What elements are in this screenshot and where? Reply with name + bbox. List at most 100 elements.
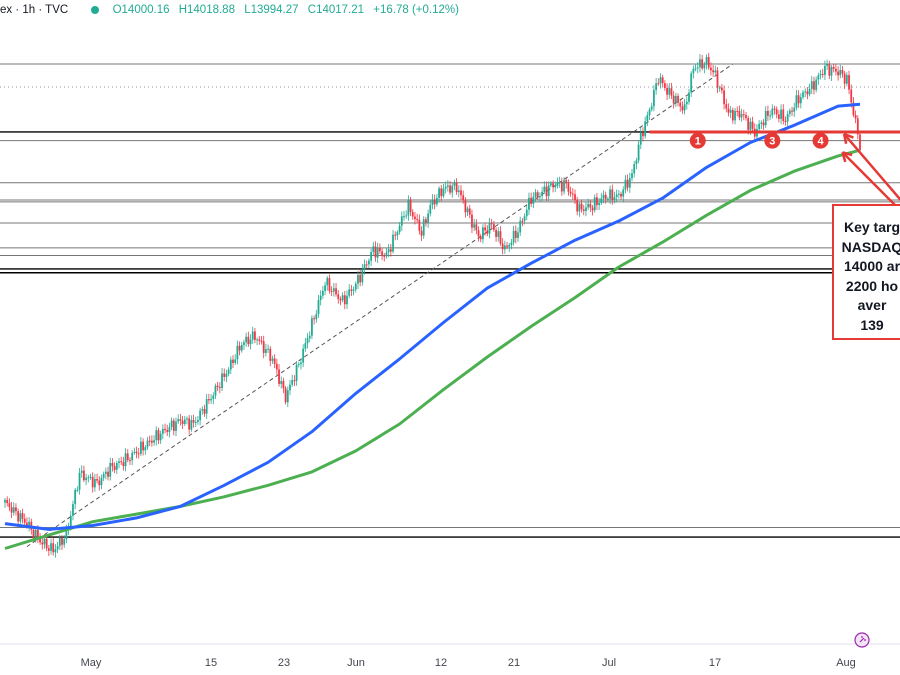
candle-body [370, 252, 373, 261]
candle-body [688, 92, 690, 102]
candle-body [359, 274, 362, 283]
candle-body [714, 70, 717, 73]
candle-body [543, 186, 546, 192]
candle-body [148, 440, 151, 442]
candle-body [514, 230, 517, 239]
candle-body [398, 225, 401, 233]
candle-body [346, 295, 348, 305]
candle-body [368, 260, 370, 265]
candle-body [633, 164, 636, 174]
candle-body [663, 83, 666, 88]
candle-body [512, 230, 515, 243]
callout-arrow [841, 151, 896, 206]
callout-line: Key targ [843, 219, 900, 235]
candle-body [815, 79, 818, 90]
candle-body [729, 110, 732, 113]
candle-body [58, 537, 61, 547]
candle-body [159, 433, 162, 441]
candle-body [15, 507, 17, 512]
candle-body [389, 249, 392, 252]
candle-body [61, 537, 63, 545]
candle-body [685, 101, 688, 105]
candle-body [558, 181, 561, 183]
candle-body [427, 213, 430, 223]
candle-body [343, 295, 346, 305]
candle-body [269, 348, 272, 361]
candle-body [705, 57, 708, 65]
candle-body [271, 358, 274, 361]
candle-body [486, 230, 489, 234]
candle-body [232, 359, 234, 363]
touch-marker: 4 [812, 132, 829, 149]
candle-body [859, 134, 861, 151]
candle-body [83, 470, 85, 481]
market-status-icon [91, 6, 100, 14]
candle-body [6, 499, 9, 504]
candle-body [80, 470, 83, 473]
candle-body [626, 179, 629, 188]
candle-body [837, 71, 839, 76]
candle-body [758, 123, 761, 130]
candle-body [407, 199, 410, 216]
candle-body [433, 199, 436, 205]
candle-body [541, 191, 544, 197]
candle-body [247, 336, 250, 345]
candle-body [317, 300, 320, 314]
trend-line [26, 63, 734, 548]
x-tick-label: May [81, 657, 102, 669]
symbol-label[interactable]: ex · 1h · TVC [0, 4, 69, 16]
candle-body [547, 185, 550, 197]
candle-body [482, 227, 484, 240]
candle-body [703, 64, 706, 69]
candle-body [760, 122, 763, 124]
ohlc-high: H14018.88 [178, 4, 235, 16]
candle-body [330, 291, 333, 293]
candle-body [304, 343, 307, 349]
candle-body [596, 197, 598, 206]
candle-body [477, 230, 480, 237]
candle-body [109, 463, 112, 477]
candle-body [565, 180, 568, 184]
candle-body [484, 227, 487, 231]
candle-body [243, 342, 245, 345]
candle-body [824, 65, 826, 75]
candle-body [499, 231, 502, 244]
marker-circle [689, 132, 706, 149]
candle-body [716, 70, 719, 88]
candle-body [240, 344, 243, 351]
candle-body [234, 359, 237, 363]
sparkle-icon[interactable] [854, 632, 870, 648]
x-tick-label: 23 [278, 657, 290, 669]
candle-body [749, 121, 752, 130]
candle-body [194, 421, 197, 423]
candle-body [157, 430, 160, 441]
candle-body [378, 247, 381, 252]
candle-body [422, 219, 425, 236]
candle-body [89, 476, 92, 478]
candle-body [429, 204, 432, 214]
candle-body [56, 546, 59, 550]
candle-body [617, 193, 620, 195]
candle-body [8, 503, 11, 508]
candle-body [179, 419, 182, 421]
candle-body [295, 364, 298, 382]
candle-body [100, 477, 103, 486]
candle-body [142, 441, 145, 451]
candle-body [372, 246, 375, 253]
candle-body [464, 200, 467, 213]
candle-body [734, 110, 736, 121]
candle-body [528, 197, 530, 210]
candle-body [216, 385, 219, 388]
candle-body [218, 387, 221, 389]
candle-body [104, 471, 107, 474]
candle-body [137, 453, 140, 455]
candle-body [446, 185, 449, 187]
candle-body [769, 115, 772, 117]
candle-body [674, 95, 677, 104]
candle-body [332, 288, 335, 292]
ohlc-low: L13994.27 [244, 4, 299, 16]
candle-body [50, 543, 52, 551]
candle-body [91, 476, 94, 488]
annotation-callout: Key targ NASDAQ 14000 ar 2200 ho aver 13… [832, 204, 900, 340]
